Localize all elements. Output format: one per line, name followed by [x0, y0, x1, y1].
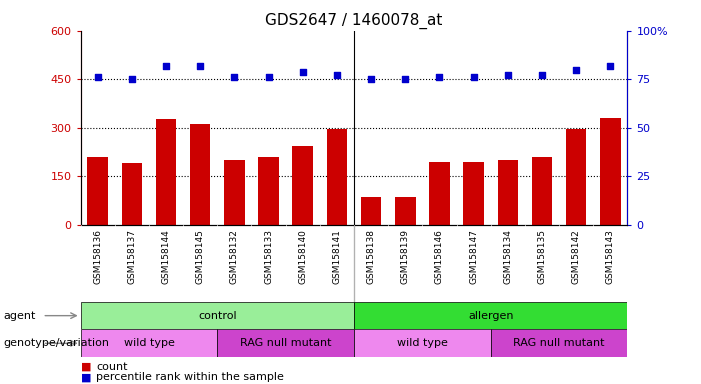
Bar: [354, 302, 627, 329]
Text: GSM158138: GSM158138: [367, 229, 376, 284]
Bar: [491, 329, 627, 357]
Point: [92, 74, 103, 80]
Text: GSM158139: GSM158139: [401, 229, 410, 284]
Text: ■: ■: [81, 361, 91, 372]
Text: GSM158145: GSM158145: [196, 229, 205, 284]
Bar: [327, 129, 347, 225]
Text: GSM158134: GSM158134: [503, 229, 512, 284]
Point: [502, 72, 513, 78]
Point: [434, 74, 445, 80]
Point: [571, 66, 582, 73]
Point: [195, 63, 206, 69]
Text: control: control: [198, 311, 237, 321]
Bar: [81, 302, 354, 329]
Point: [468, 74, 479, 80]
Point: [332, 72, 343, 78]
Bar: [498, 160, 518, 225]
Point: [536, 72, 547, 78]
Point: [229, 74, 240, 80]
Text: RAG null mutant: RAG null mutant: [240, 338, 332, 348]
Bar: [156, 119, 176, 225]
Point: [126, 76, 137, 83]
Bar: [217, 329, 354, 357]
Text: GSM158140: GSM158140: [298, 229, 307, 284]
Text: GSM158141: GSM158141: [332, 229, 341, 284]
Text: RAG null mutant: RAG null mutant: [513, 338, 605, 348]
Bar: [292, 146, 313, 225]
Text: GSM158135: GSM158135: [538, 229, 547, 284]
Point: [161, 63, 172, 69]
Point: [365, 76, 376, 83]
Text: wild type: wild type: [397, 338, 448, 348]
Text: agent: agent: [4, 311, 36, 321]
Text: count: count: [96, 361, 128, 372]
Bar: [566, 129, 586, 225]
Point: [263, 74, 274, 80]
Point: [400, 76, 411, 83]
Title: GDS2647 / 1460078_at: GDS2647 / 1460078_at: [265, 13, 443, 29]
Bar: [88, 157, 108, 225]
Bar: [395, 197, 416, 225]
Text: GSM158147: GSM158147: [469, 229, 478, 284]
Point: [605, 63, 616, 69]
Text: GSM158136: GSM158136: [93, 229, 102, 284]
Text: wild type: wild type: [123, 338, 175, 348]
Text: percentile rank within the sample: percentile rank within the sample: [96, 372, 284, 382]
Bar: [600, 118, 620, 225]
Bar: [190, 124, 210, 225]
Text: GSM158146: GSM158146: [435, 229, 444, 284]
Text: allergen: allergen: [468, 311, 513, 321]
Bar: [531, 157, 552, 225]
Point: [297, 68, 308, 74]
Bar: [361, 197, 381, 225]
Text: GSM158137: GSM158137: [128, 229, 137, 284]
Bar: [463, 162, 484, 225]
Text: GSM158133: GSM158133: [264, 229, 273, 284]
Bar: [81, 329, 217, 357]
Bar: [122, 162, 142, 225]
Text: ■: ■: [81, 372, 91, 382]
Bar: [224, 160, 245, 225]
Bar: [258, 157, 279, 225]
Text: GSM158142: GSM158142: [571, 229, 580, 284]
Bar: [354, 329, 491, 357]
Text: genotype/variation: genotype/variation: [4, 338, 109, 348]
Text: GSM158132: GSM158132: [230, 229, 239, 284]
Text: GSM158144: GSM158144: [161, 229, 170, 284]
Text: GSM158143: GSM158143: [606, 229, 615, 284]
Bar: [429, 162, 450, 225]
